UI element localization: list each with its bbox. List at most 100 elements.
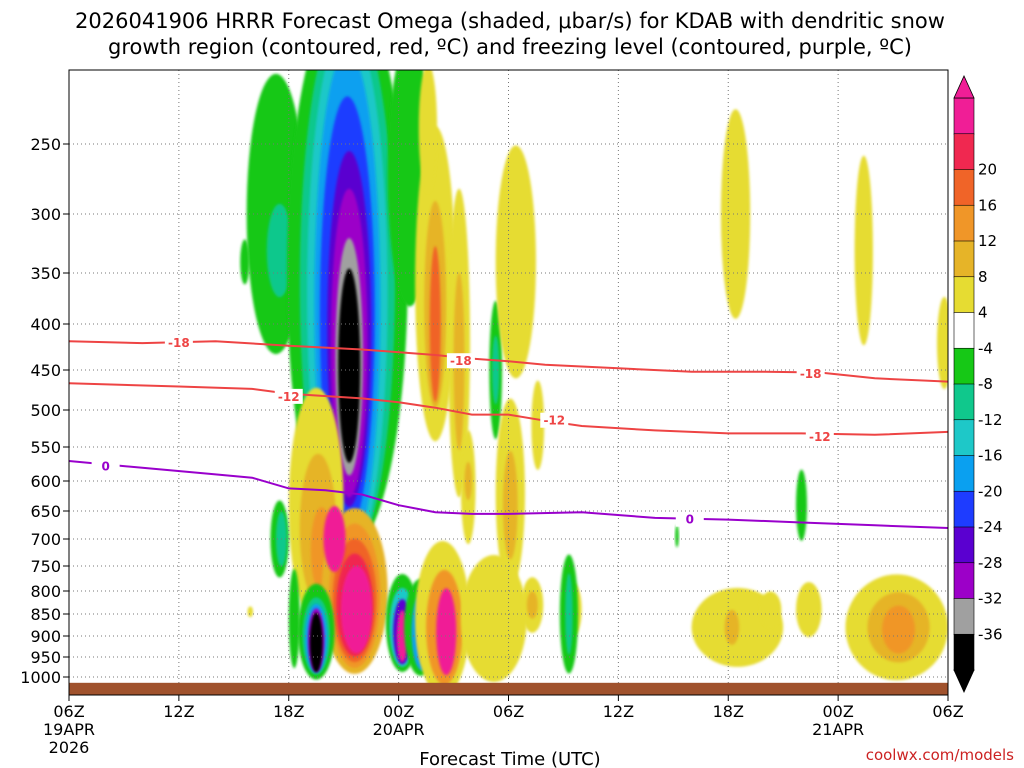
x-tick-label-0: 06Z (53, 702, 84, 721)
x-tick-label-4: 06Z (493, 702, 524, 721)
colorbar-label-10: 8 (978, 268, 988, 286)
contour-label-bg-0-2 (796, 366, 825, 382)
omega-cell-67 (565, 573, 573, 655)
colorbar-swatch-8 (953, 347, 975, 385)
colorbar-swatch-10 (953, 276, 975, 314)
omega-cell-1 (266, 203, 293, 298)
y-tick-label-14: 950 (30, 648, 61, 667)
temperature-contours: -18 -18 -18 -12 -12 -12 0 0 (69, 335, 948, 529)
y-tick-label-7: 600 (30, 472, 61, 491)
y-axis-ticks: 250 300 350 400 450 500 550 600 650 700 750 800 850 9… (20, 135, 69, 687)
x-tick-label-2: 18Z (273, 702, 304, 721)
x-tick-label-1: 12Z (163, 702, 194, 721)
colorbar-label-1: -32 (978, 590, 1003, 608)
colorbar-swatch-0 (953, 633, 975, 671)
x-tick-year-0: 2026 (49, 738, 90, 757)
omega-cell-18 (418, 70, 438, 193)
omega-cell-37 (340, 565, 373, 654)
omega-cell-68 (796, 469, 807, 541)
x-tick-date-7: 21APR (812, 720, 864, 739)
colorbar-label-11: 12 (978, 232, 997, 250)
omega-cell-72 (288, 568, 300, 669)
colorbar-swatch-14 (953, 133, 975, 171)
ground-surface (69, 682, 948, 695)
omega-cell-57 (526, 591, 538, 619)
colorbar-label-3: -24 (978, 518, 1003, 536)
colorbar-swatch-3 (953, 526, 975, 564)
contour-label-bg-1-1 (540, 412, 569, 428)
omega-cell-54 (436, 588, 457, 676)
omega-cell-62 (796, 582, 822, 637)
colorbar-swatch-13 (953, 169, 975, 207)
contour-label-1-1: -12 (543, 414, 565, 428)
y-tick-label-4: 450 (30, 361, 61, 380)
contour-label-2-0: 0 (101, 459, 109, 473)
y-tick-label-0: 250 (30, 135, 61, 154)
y-tick-label-1: 300 (30, 205, 61, 224)
colorbar-label-7: -8 (978, 375, 993, 393)
contour-label-bg-1-2 (805, 428, 834, 444)
x-axis-label: Forecast Time (UTC) (419, 749, 600, 768)
colorbar-swatch-1 (953, 598, 975, 636)
omega-shading (240, 70, 948, 695)
y-tick-label-10: 750 (30, 557, 61, 576)
contour-label-bg-2-1 (675, 511, 704, 527)
y-tick-label-15: 1000 (20, 668, 61, 687)
colorbar-swatch-12 (953, 204, 975, 242)
chart-title-line-1: 2026041906 HRRR Forecast Omega (shaded, … (75, 9, 945, 33)
omega-cell-61 (759, 591, 782, 628)
colorbar-label-13: 20 (978, 161, 997, 179)
colorbar-swatch-6 (953, 419, 975, 457)
credit-text: coolwx.com/models (866, 746, 1014, 764)
x-tick-date-3: 20APR (373, 720, 425, 739)
contour-label-bg-0-1 (446, 353, 475, 369)
omega-cell-21 (495, 145, 536, 379)
y-tick-label-11: 800 (30, 582, 61, 601)
x-tick-label-8: 06Z (932, 702, 963, 721)
colorbar-label-0: -36 (978, 625, 1003, 643)
colorbar: -36 -32 -28 -24 -20 -16 -12 -8 -4 4 8 12 16 20 (953, 75, 1003, 693)
contour-label-0-1: -18 (450, 354, 472, 368)
omega-cell-14 (492, 335, 500, 405)
colorbar-label-6: -12 (978, 411, 1003, 429)
omega-cell-43 (309, 612, 323, 673)
y-tick-label-8: 650 (30, 502, 61, 521)
colorbar-top-arrow (953, 75, 975, 99)
omega-cell-22 (531, 380, 545, 470)
x-tick-label-7: 00Z (822, 702, 853, 721)
chart-title-line-2: growth region (contoured, red, ºC) and f… (108, 35, 912, 59)
colorbar-swatch-4 (953, 490, 975, 528)
contour-label-1-2: -12 (809, 430, 831, 444)
omega-cell-38 (323, 506, 346, 572)
colorbar-swatch-9 (953, 312, 975, 350)
colorbar-label-8: -4 (978, 339, 993, 357)
colorbar-label-5: -16 (978, 447, 1003, 465)
colorbar-label-9: 4 (978, 304, 988, 322)
x-tick-label-3: 00Z (383, 702, 414, 721)
contour-label-2-1: 0 (686, 513, 694, 527)
omega-cell-25 (937, 296, 948, 390)
omega-cell-24 (854, 155, 873, 346)
contour-line-1 (69, 382, 948, 436)
omega-cell-73 (247, 606, 254, 618)
y-tick-label-5: 500 (30, 401, 61, 420)
omega-cell-27 (464, 461, 472, 501)
omega-cell-10 (338, 268, 361, 463)
y-tick-label-9: 700 (30, 530, 61, 549)
contour-line-2 (69, 460, 948, 529)
omega-cell-11 (240, 239, 250, 285)
omega-cell-55 (460, 555, 527, 682)
y-tick-label-6: 550 (30, 438, 61, 457)
colorbar-label-2: -28 (978, 554, 1003, 572)
y-tick-label-2: 350 (30, 264, 61, 283)
colorbar-swatch-11 (953, 240, 975, 278)
colorbar-swatch-5 (953, 455, 975, 493)
omega-cell-29 (503, 450, 518, 560)
y-tick-label-3: 400 (30, 315, 61, 334)
contour-label-bg-0-0 (164, 335, 193, 351)
contour-label-1-0: -12 (278, 390, 300, 404)
colorbar-swatch-2 (953, 562, 975, 600)
colorbar-swatch-7 (953, 383, 975, 421)
colorbar-bottom-arrow (953, 669, 975, 693)
